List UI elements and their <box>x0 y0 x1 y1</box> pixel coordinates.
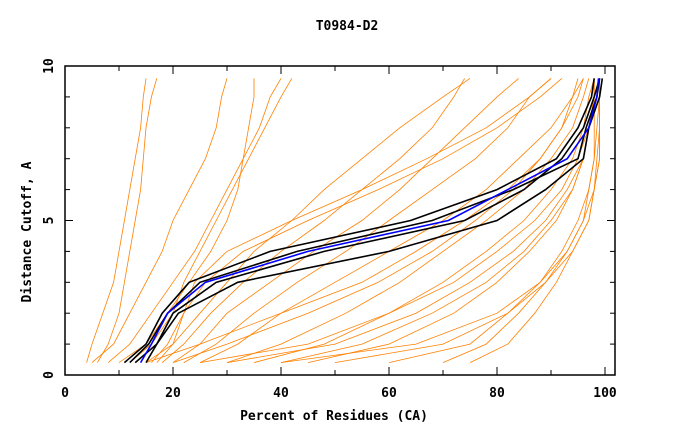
series-line-model-2 <box>91 78 228 363</box>
series-line-model-14 <box>388 78 600 363</box>
y-tick-label: 10 <box>42 58 57 74</box>
series-line-model-1 <box>97 78 158 363</box>
series-line-model-7 <box>161 78 465 363</box>
y-tick-label: 0 <box>42 371 57 379</box>
series-line-model-11 <box>226 78 590 363</box>
x-tick-label: 100 <box>593 386 617 401</box>
chart-title: T0984-D2 <box>316 19 379 34</box>
x-tick-label: 20 <box>165 386 181 401</box>
series-line-model-23 <box>334 78 600 363</box>
series-line-model-18 <box>145 78 584 363</box>
series-line-model-3 <box>107 78 282 363</box>
series-line-model-12 <box>253 78 595 363</box>
series-line-model-25 <box>151 78 552 363</box>
series-line-model-8 <box>172 78 519 363</box>
x-axis-label: Percent of Residues (CA) <box>240 409 428 424</box>
series-line-reference-26 <box>123 78 595 364</box>
y-axis-label: Distance Cutoff, A <box>20 161 35 302</box>
x-tick-label: 0 <box>61 386 69 401</box>
y-tick-label: 5 <box>42 217 57 225</box>
series-line-reference-28 <box>145 78 604 364</box>
series-layer <box>86 78 604 364</box>
series-line-model-24 <box>156 78 563 363</box>
series-line-model-5 <box>129 78 293 363</box>
series-line-reference-27 <box>134 78 601 364</box>
x-tick-label: 40 <box>273 386 289 401</box>
x-tick-label: 80 <box>489 386 505 401</box>
x-tick-label: 60 <box>381 386 397 401</box>
series-line-model-0 <box>86 78 147 363</box>
series-line-model-4 <box>118 78 255 363</box>
series-line-model-20 <box>199 78 600 363</box>
series-line-model-22 <box>280 78 595 363</box>
series-line-model-9 <box>183 78 552 363</box>
series-line-highlight-30 <box>139 78 600 364</box>
series-line-model-15 <box>442 78 600 363</box>
ticks-layer: 0 20 40 60 80 100 0 5 10 <box>42 58 617 401</box>
series-line-model-10 <box>199 78 584 363</box>
series-line-model-21 <box>280 78 595 363</box>
plot-frame <box>64 65 616 376</box>
series-line-model-17 <box>172 78 579 363</box>
